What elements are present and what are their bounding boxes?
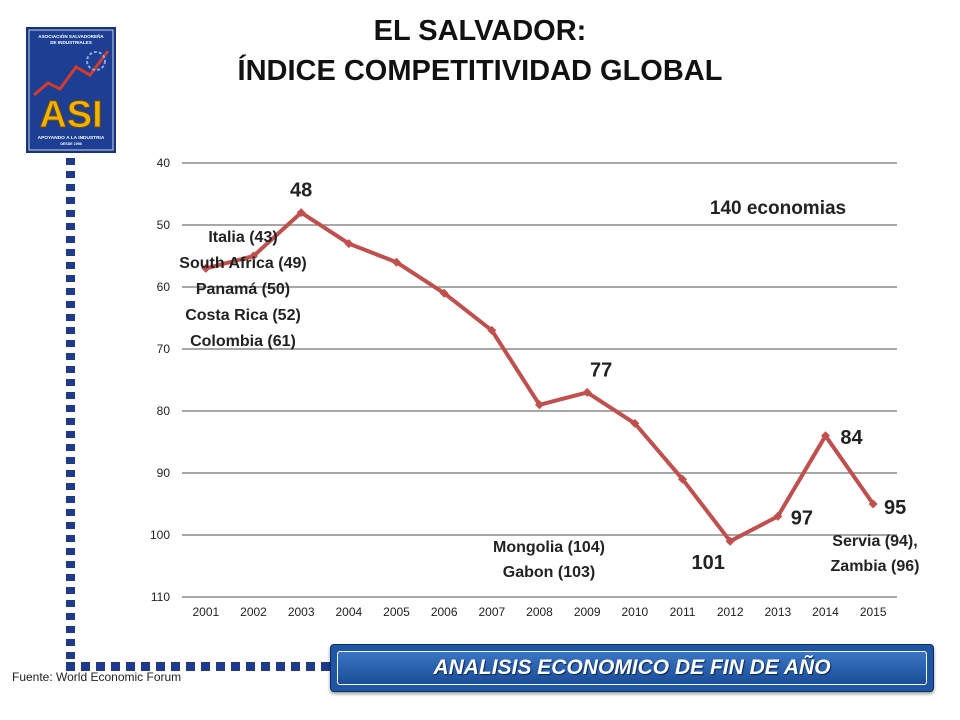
x-tick-label: 2006 [431,605,458,619]
data-point-2007 [487,325,497,335]
chart-title-line2: ÍNDICE COMPETITIVIDAD GLOBAL [237,55,723,87]
x-tick-label: 2008 [526,605,553,619]
decorative-dashed-line-horizontal [66,662,330,671]
data-label-2015: 95 [884,497,906,519]
annotation-peers-2003: Colombia (61) [190,333,296,350]
data-point-2003 [296,208,306,218]
data-point-2013 [773,511,783,521]
x-tick-label: 2010 [621,605,648,619]
source-note: Fuente: World Economic Forum [12,670,182,684]
x-tick-label: 2003 [288,605,315,619]
data-point-2010 [630,418,640,428]
y-tick-label: 70 [157,342,171,356]
x-tick-label: 2013 [764,605,791,619]
logo-since: DESDE 1958 [60,142,81,146]
data-point-2009 [582,387,592,397]
data-label-2009: 77 [590,359,612,381]
data-point-2001 [201,263,211,273]
x-tick-label: 2001 [192,605,219,619]
annotation-peers-2003: Panamá (50) [196,281,290,298]
annotation-peers-2003: Costa Rica (52) [185,307,301,324]
x-tick-label: 2002 [240,605,267,619]
annotation-peers-2015: Servia (94), [832,533,917,550]
x-tick-label: 2007 [478,605,505,619]
data-label-2013: 97 [791,507,813,529]
y-tick-label: 110 [151,590,170,604]
footer-banner: ANALISIS ECONOMICO DE FIN DE AÑO [330,644,934,692]
data-point-2002 [249,251,258,261]
data-label-2003: 48 [290,180,312,202]
y-tick-label: 60 [157,280,171,294]
y-tick-label: 90 [157,466,171,480]
x-tick-label: 2014 [812,605,839,619]
annotation-peers-2003: Italia (43) [208,229,277,246]
annotation-peers-2012: Mongolia (104) [493,539,605,556]
logo-tagline: APOYANDO A LA INDUSTRIA [38,135,105,141]
annotation-peers-2012: Gabon (103) [503,564,595,581]
data-point-2008 [535,400,544,410]
y-tick-label: 80 [157,404,171,418]
data-point-2011 [678,474,687,484]
data-point-2004 [344,239,354,249]
footer-banner-text: ANALISIS ECONOMICO DE FIN DE AÑO [337,651,927,685]
logo-org-line1: ASOCIACIÓN SALVADOREÑA [38,32,104,39]
decorative-dashed-line-vertical [66,158,75,670]
x-tick-label: 2015 [860,605,887,619]
annotation-peers-2015: Zambia (96) [831,558,920,575]
y-tick-label: 50 [157,218,171,232]
data-label-2014: 84 [840,427,863,449]
logo-org-line2: DE INDUSTRIALES [50,40,92,45]
y-tick-label: 100 [150,528,170,542]
data-point-2015 [868,499,878,509]
annotation-economies: 140 economias [710,198,846,219]
x-tick-label: 2005 [383,605,410,619]
x-tick-label: 2009 [574,605,601,619]
x-tick-label: 2012 [717,605,744,619]
x-tick-label: 2004 [335,605,362,619]
annotation-peers-2003: South Africa (49) [179,255,306,272]
data-label-2012: 101 [691,552,724,574]
chart-title-line1: EL SALVADOR: [373,15,587,47]
data-point-2005 [392,257,401,267]
data-point-2014 [821,431,830,441]
logo-acronym: ASI [39,94,102,136]
data-point-2012 [725,536,735,546]
y-tick-label: 40 [157,156,171,170]
data-point-2006 [439,288,449,298]
x-tick-label: 2011 [670,605,696,619]
asi-logo: ASOCIACIÓN SALVADOREÑA DE INDUSTRIALES A… [26,27,116,153]
